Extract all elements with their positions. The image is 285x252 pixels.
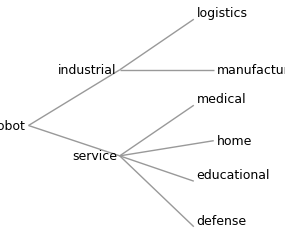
- Text: defense: defense: [197, 214, 247, 227]
- Text: educational: educational: [197, 169, 270, 181]
- Text: medical: medical: [197, 93, 246, 106]
- Text: service: service: [72, 150, 117, 163]
- Text: home: home: [217, 135, 252, 148]
- Text: manufacturing: manufacturing: [217, 64, 285, 77]
- Text: logistics: logistics: [197, 7, 248, 20]
- Text: robot: robot: [0, 119, 26, 133]
- Text: industrial: industrial: [58, 64, 117, 77]
